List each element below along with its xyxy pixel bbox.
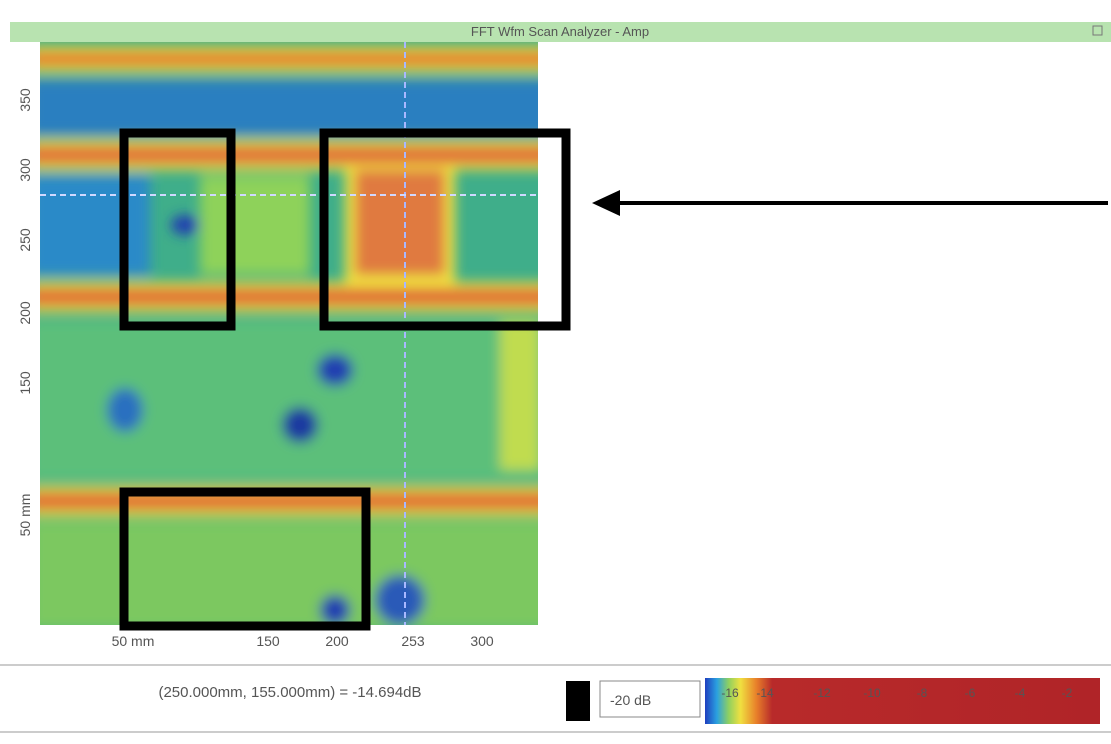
x-tick-label: 253 [401, 633, 425, 649]
window-title: FFT Wfm Scan Analyzer - Amp [471, 24, 649, 39]
color-swatch[interactable] [566, 681, 590, 721]
y-tick-label: 250 [17, 228, 33, 252]
colorbar-tick: -12 [813, 686, 831, 700]
y-tick-label: 350 [17, 88, 33, 112]
screen: FFT Wfm Scan Analyzer - Amp [0, 0, 1111, 739]
colorbar-tick: -16 [721, 686, 739, 700]
y-tick-label: 300 [17, 158, 33, 182]
colorbar-tick: -14 [756, 686, 774, 700]
min-label: -20 dB [610, 692, 651, 708]
colorbar-tick: -4 [1015, 686, 1026, 700]
colorbar-tick: -10 [863, 686, 881, 700]
colorbar [705, 678, 1100, 724]
colorbar-tick: -2 [1062, 686, 1073, 700]
arrow-head [592, 190, 620, 216]
y-tick-label: 150 [17, 371, 33, 395]
y-tick-label: 200 [17, 301, 33, 325]
x-tick-label: 150 [256, 633, 280, 649]
status-readout: (250.000mm, 155.000mm) = -14.694dB [158, 684, 421, 701]
x-tick-label: 200 [325, 633, 349, 649]
colorbar-tick: -8 [917, 686, 928, 700]
x-tick-label: 50 mm [112, 633, 155, 649]
x-tick-label: 300 [470, 633, 494, 649]
y-tick-label: 50 mm [17, 494, 33, 537]
colorbar-tick: -6 [965, 686, 976, 700]
